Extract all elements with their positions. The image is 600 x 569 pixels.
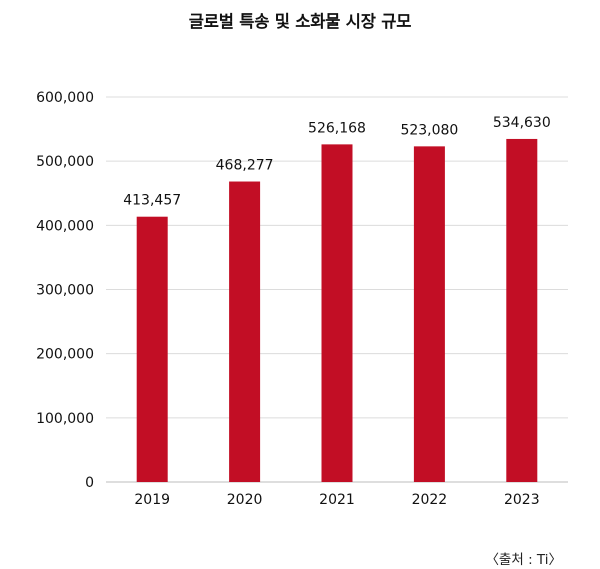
value-label: 534,630 — [493, 115, 551, 131]
chart-title: 글로벌 특송 및 소화물 시장 규모 — [188, 12, 412, 31]
value-labels: 413,457 468,277 526,168 523,080 534,630 — [123, 115, 551, 209]
x-tick-label: 2022 — [412, 492, 448, 508]
y-tick-label: 400,000 — [36, 218, 94, 234]
bar — [413, 146, 445, 482]
x-tick-label: 2021 — [319, 492, 355, 508]
bar — [506, 138, 538, 483]
bars — [136, 138, 538, 483]
value-label: 526,168 — [308, 120, 366, 136]
source-note: 〈출처 : Ti〉 — [485, 552, 562, 568]
value-label: 523,080 — [400, 122, 458, 138]
x-tick-label: 2023 — [504, 492, 540, 508]
y-axis-tick-labels: 0 100,000 200,000 300,000 400,000 500,000 600,… — [36, 90, 94, 491]
value-label: 413,457 — [123, 193, 181, 209]
y-tick-label: 200,000 — [36, 347, 94, 363]
y-tick-label: 300,000 — [36, 283, 94, 299]
y-tick-label: 600,000 — [36, 90, 94, 106]
bar — [229, 181, 261, 482]
bar — [136, 216, 168, 482]
y-tick-label: 500,000 — [36, 154, 94, 170]
bar — [321, 144, 353, 482]
x-axis-tick-labels: 2019 2020 2021 2022 2023 — [134, 492, 539, 508]
y-tick-label: 0 — [85, 475, 94, 491]
value-label: 468,277 — [216, 158, 274, 174]
x-tick-label: 2019 — [134, 492, 170, 508]
x-tick-label: 2020 — [227, 492, 263, 508]
y-tick-label: 100,000 — [36, 411, 94, 427]
